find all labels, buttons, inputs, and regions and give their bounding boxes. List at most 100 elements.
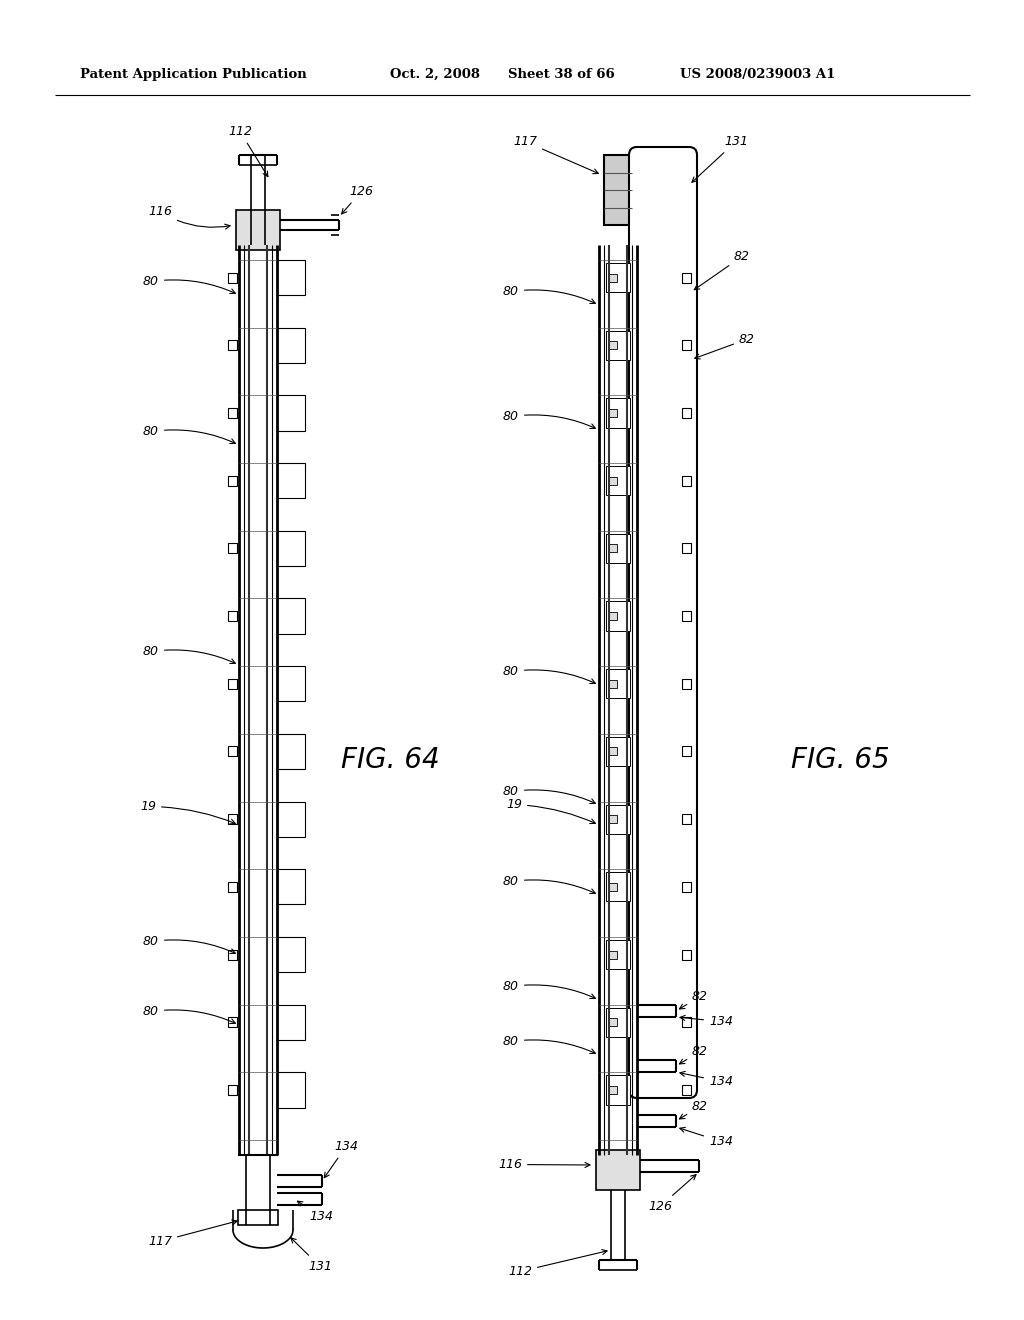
- Text: 134: 134: [680, 1015, 733, 1028]
- Polygon shape: [228, 949, 237, 960]
- Text: 134: 134: [325, 1140, 358, 1177]
- Text: Oct. 2, 2008: Oct. 2, 2008: [390, 69, 480, 81]
- Polygon shape: [609, 612, 617, 620]
- Polygon shape: [278, 667, 305, 701]
- Polygon shape: [228, 475, 237, 486]
- Polygon shape: [228, 544, 237, 553]
- Polygon shape: [606, 940, 630, 969]
- Polygon shape: [278, 734, 305, 770]
- Polygon shape: [228, 341, 237, 350]
- Polygon shape: [228, 408, 237, 418]
- Polygon shape: [682, 475, 691, 486]
- Polygon shape: [609, 883, 617, 891]
- Polygon shape: [682, 1018, 691, 1027]
- Text: 82: 82: [680, 1100, 708, 1119]
- Polygon shape: [606, 1076, 630, 1105]
- Polygon shape: [606, 466, 630, 495]
- Polygon shape: [606, 602, 630, 631]
- Polygon shape: [609, 680, 617, 688]
- Polygon shape: [228, 882, 237, 892]
- Text: 117: 117: [148, 1220, 238, 1247]
- Text: 80: 80: [143, 935, 236, 953]
- Polygon shape: [228, 678, 237, 689]
- Polygon shape: [609, 1086, 617, 1094]
- Polygon shape: [606, 669, 630, 698]
- Text: 80: 80: [503, 1035, 595, 1053]
- Text: US 2008/0239003 A1: US 2008/0239003 A1: [680, 69, 836, 81]
- Polygon shape: [238, 1210, 278, 1225]
- Polygon shape: [609, 544, 617, 552]
- Polygon shape: [606, 804, 630, 834]
- Polygon shape: [682, 341, 691, 350]
- Text: 82: 82: [694, 249, 750, 289]
- Text: 80: 80: [143, 645, 236, 664]
- Polygon shape: [682, 678, 691, 689]
- Text: Patent Application Publication: Patent Application Publication: [80, 69, 307, 81]
- Text: 80: 80: [503, 979, 595, 998]
- Polygon shape: [606, 263, 630, 292]
- Polygon shape: [228, 1018, 237, 1027]
- Polygon shape: [682, 949, 691, 960]
- Polygon shape: [609, 342, 617, 350]
- Polygon shape: [606, 533, 630, 562]
- Text: 82: 82: [680, 990, 708, 1008]
- Polygon shape: [609, 409, 617, 417]
- Text: 117: 117: [513, 135, 598, 174]
- Polygon shape: [682, 814, 691, 824]
- Polygon shape: [682, 544, 691, 553]
- Text: 112: 112: [228, 125, 268, 177]
- Text: 126: 126: [342, 185, 373, 214]
- Text: 80: 80: [143, 275, 236, 293]
- Text: FIG. 64: FIG. 64: [341, 746, 439, 774]
- Polygon shape: [682, 1085, 691, 1094]
- Text: 19: 19: [506, 799, 595, 824]
- Polygon shape: [609, 950, 617, 958]
- Text: 116: 116: [498, 1158, 590, 1171]
- Polygon shape: [278, 1072, 305, 1107]
- Text: 82: 82: [694, 333, 755, 359]
- Polygon shape: [278, 1005, 305, 1040]
- Polygon shape: [278, 801, 305, 837]
- Polygon shape: [278, 937, 305, 972]
- Text: 80: 80: [143, 425, 236, 444]
- Polygon shape: [596, 1150, 640, 1191]
- Polygon shape: [228, 273, 237, 282]
- Polygon shape: [609, 1018, 617, 1026]
- Polygon shape: [682, 746, 691, 756]
- Text: 80: 80: [503, 785, 595, 804]
- Text: Sheet 38 of 66: Sheet 38 of 66: [508, 69, 614, 81]
- Text: 80: 80: [503, 411, 595, 429]
- Text: 80: 80: [503, 665, 595, 684]
- Polygon shape: [682, 273, 691, 282]
- Polygon shape: [278, 463, 305, 498]
- Polygon shape: [682, 611, 691, 622]
- Text: 80: 80: [143, 1005, 236, 1023]
- Polygon shape: [682, 882, 691, 892]
- Polygon shape: [278, 396, 305, 430]
- Text: 134: 134: [680, 1072, 733, 1088]
- Polygon shape: [606, 399, 630, 428]
- Polygon shape: [278, 598, 305, 634]
- Text: 80: 80: [503, 875, 595, 894]
- FancyBboxPatch shape: [629, 147, 697, 1098]
- Text: FIG. 65: FIG. 65: [791, 746, 889, 774]
- Text: 82: 82: [680, 1045, 708, 1064]
- Text: 19: 19: [140, 800, 236, 824]
- Text: 134: 134: [297, 1201, 333, 1224]
- Text: 131: 131: [692, 135, 748, 182]
- Polygon shape: [609, 477, 617, 484]
- Polygon shape: [228, 814, 237, 824]
- Text: 131: 131: [291, 1238, 332, 1272]
- Polygon shape: [606, 873, 630, 902]
- Polygon shape: [278, 870, 305, 904]
- Polygon shape: [278, 531, 305, 566]
- Polygon shape: [236, 210, 280, 249]
- Text: 112: 112: [508, 1250, 607, 1278]
- Polygon shape: [609, 747, 617, 755]
- Polygon shape: [609, 816, 617, 824]
- Polygon shape: [682, 408, 691, 418]
- Polygon shape: [606, 737, 630, 766]
- Text: 126: 126: [648, 1175, 696, 1213]
- Polygon shape: [606, 331, 630, 360]
- Polygon shape: [278, 327, 305, 363]
